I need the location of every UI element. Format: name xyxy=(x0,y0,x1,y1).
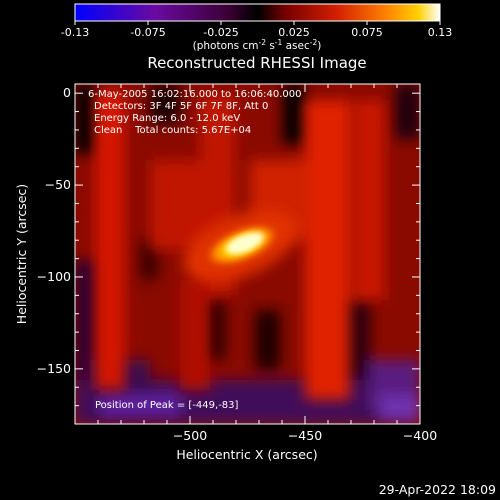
annotation-time: 6-May-2005 16:02:16.000 to 16:06:40.000 xyxy=(88,89,301,100)
colorbar-tick-label: -0.13 xyxy=(61,26,89,39)
x-axis: −500 −450 −400 xyxy=(74,84,437,443)
colorbar-tick-label: 0.13 xyxy=(428,26,453,39)
x-axis-label: Heliocentric X (arcsec) xyxy=(176,447,317,462)
colorbar-tick-label: -0.075 xyxy=(130,26,165,39)
y-tick-label: 0 xyxy=(63,85,71,100)
y-tick-label: −100 xyxy=(37,269,71,284)
heatmap-image xyxy=(75,84,420,424)
colorbar: -0.13 -0.075 -0.025 0.025 0.075 0.13 (ph… xyxy=(61,3,453,52)
y-tick-label: −150 xyxy=(37,361,71,376)
footer-date: 29-Apr-2022 18:09 xyxy=(379,482,496,497)
colorbar-tick-label: 0.025 xyxy=(278,26,310,39)
x-tick-label: −400 xyxy=(403,428,437,443)
colorbar-unit-label: (photons cm-2 s-1 asec-2) xyxy=(193,38,322,52)
colorbar-tick-label: -0.025 xyxy=(203,26,238,39)
x-tick-label: −450 xyxy=(288,428,322,443)
colorbar-gradient xyxy=(74,3,441,22)
colorbar-tick-label: 0.075 xyxy=(351,26,383,39)
plot-frame xyxy=(74,83,421,425)
y-axis-label: Heliocentric Y (arcsec) xyxy=(14,184,29,324)
chart-title: Reconstructed RHESSI Image xyxy=(147,54,366,72)
annotation-peak-position: Position of Peak = [-449,-83] xyxy=(95,400,239,411)
annotation-energy: Energy Range: 6.0 - 12.0 keV xyxy=(94,113,240,124)
colorbar-ticks xyxy=(74,21,441,25)
x-tick-label: −500 xyxy=(173,428,207,443)
y-axis: 0 −50 −100 −150 xyxy=(37,85,420,425)
annotation-clean: Clean Total counts: 5.67E+04 xyxy=(94,125,251,136)
y-tick-label: −50 xyxy=(45,177,71,192)
annotation-detectors: Detectors: 3F 4F 5F 6F 7F 8F, Att 0 xyxy=(94,101,268,112)
